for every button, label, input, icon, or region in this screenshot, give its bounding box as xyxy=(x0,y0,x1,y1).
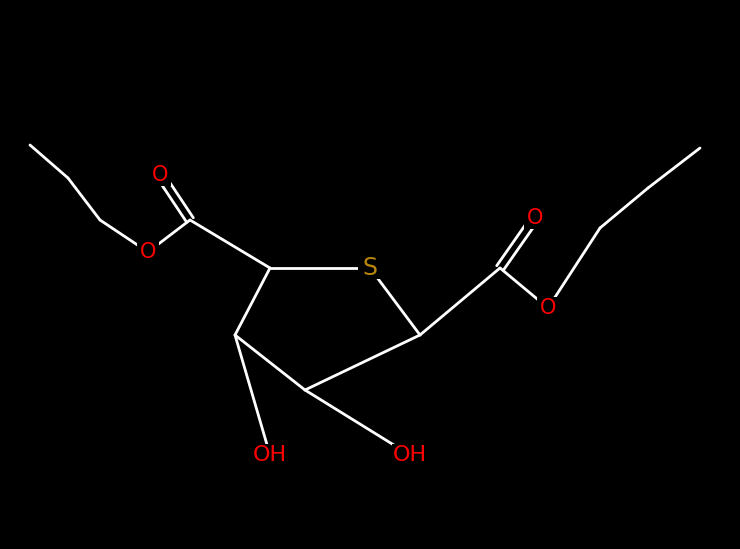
Text: O: O xyxy=(140,242,156,262)
FancyBboxPatch shape xyxy=(137,241,159,263)
FancyBboxPatch shape xyxy=(252,444,288,466)
Text: OH: OH xyxy=(393,445,427,465)
FancyBboxPatch shape xyxy=(537,297,559,319)
Text: O: O xyxy=(527,208,543,228)
FancyBboxPatch shape xyxy=(358,257,382,279)
FancyBboxPatch shape xyxy=(392,444,428,466)
Text: OH: OH xyxy=(253,445,287,465)
Text: O: O xyxy=(539,298,556,318)
Text: S: S xyxy=(363,256,377,280)
Text: O: O xyxy=(152,165,168,185)
FancyBboxPatch shape xyxy=(524,207,546,229)
FancyBboxPatch shape xyxy=(149,164,171,186)
